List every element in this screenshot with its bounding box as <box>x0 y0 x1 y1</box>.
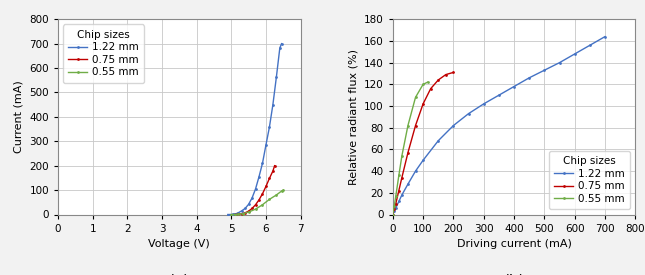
0.75 mm <box>241 211 249 215</box>
0.55 mm <box>231 213 239 216</box>
0.75 mm <box>442 73 450 76</box>
0.75 mm <box>434 78 442 82</box>
1.22 mm <box>434 139 442 142</box>
0.55 mm <box>272 193 280 197</box>
1.22 mm <box>419 159 427 162</box>
Y-axis label: Current (mA): Current (mA) <box>14 81 24 153</box>
0.75 mm <box>259 192 266 196</box>
1.22 mm <box>495 94 502 97</box>
0.75 mm <box>412 124 419 127</box>
1.22 mm <box>525 76 533 79</box>
1.22 mm <box>398 193 406 197</box>
0.55 mm <box>279 188 287 192</box>
0.55 mm <box>392 194 400 198</box>
0.75 mm <box>390 207 398 211</box>
1.22 mm <box>234 211 242 215</box>
1.22 mm <box>238 209 246 213</box>
0.55 mm <box>390 204 398 207</box>
Line: 1.22 mm: 1.22 mm <box>392 35 606 216</box>
0.75 mm <box>404 151 412 154</box>
0.75 mm <box>419 102 427 106</box>
1.22 mm <box>276 46 284 50</box>
0.75 mm <box>244 210 252 213</box>
1.22 mm <box>255 175 263 178</box>
1.22 mm <box>392 206 400 210</box>
1.22 mm <box>510 85 518 88</box>
1.22 mm <box>390 210 398 213</box>
0.55 mm <box>259 203 266 206</box>
0.55 mm <box>412 96 419 99</box>
1.22 mm <box>252 187 259 191</box>
0.75 mm <box>255 198 263 202</box>
Line: 0.75 mm: 0.75 mm <box>233 164 276 216</box>
0.75 mm <box>389 213 397 216</box>
0.75 mm <box>252 203 259 206</box>
1.22 mm <box>269 103 277 106</box>
Line: 1.22 mm: 1.22 mm <box>226 42 283 216</box>
0.55 mm <box>239 212 247 215</box>
0.75 mm <box>392 202 400 205</box>
0.55 mm <box>395 174 402 177</box>
0.55 mm <box>404 124 412 127</box>
0.75 mm <box>262 185 270 188</box>
0.75 mm <box>398 176 406 179</box>
0.75 mm <box>271 164 279 167</box>
0.55 mm <box>419 83 427 86</box>
1.22 mm <box>480 102 488 106</box>
1.22 mm <box>244 203 252 206</box>
1.22 mm <box>259 162 266 165</box>
1.22 mm <box>389 213 397 216</box>
1.22 mm <box>450 124 457 127</box>
1.22 mm <box>231 212 239 216</box>
1.22 mm <box>464 112 472 115</box>
0.75 mm <box>231 213 239 216</box>
Text: (b): (b) <box>503 273 525 275</box>
1.22 mm <box>404 183 412 186</box>
0.55 mm <box>244 210 252 214</box>
0.55 mm <box>389 213 397 216</box>
1.22 mm <box>272 76 280 79</box>
0.55 mm <box>278 189 286 193</box>
0.55 mm <box>228 213 235 216</box>
1.22 mm <box>229 213 237 216</box>
1.22 mm <box>412 169 419 173</box>
Y-axis label: Relative radiant flux (%): Relative radiant flux (%) <box>348 49 359 185</box>
1.22 mm <box>233 212 241 215</box>
X-axis label: Driving current (mA): Driving current (mA) <box>457 239 571 249</box>
1.22 mm <box>278 42 286 45</box>
0.75 mm <box>266 177 273 180</box>
Text: (a): (a) <box>169 273 190 275</box>
1.22 mm <box>266 125 273 129</box>
1.22 mm <box>541 68 548 72</box>
0.55 mm <box>234 213 242 216</box>
1.22 mm <box>241 207 249 210</box>
1.22 mm <box>586 44 593 47</box>
Legend: 1.22 mm, 0.75 mm, 0.55 mm: 1.22 mm, 0.75 mm, 0.55 mm <box>63 24 144 83</box>
Line: 0.55 mm: 0.55 mm <box>392 81 429 216</box>
1.22 mm <box>262 143 270 147</box>
0.75 mm <box>238 212 246 215</box>
1.22 mm <box>248 196 256 200</box>
0.75 mm <box>450 71 457 74</box>
0.75 mm <box>248 207 256 210</box>
0.75 mm <box>427 87 435 90</box>
Line: 0.55 mm: 0.55 mm <box>230 189 284 216</box>
1.22 mm <box>555 61 563 64</box>
1.22 mm <box>228 213 235 216</box>
Line: 0.75 mm: 0.75 mm <box>392 71 455 216</box>
0.55 mm <box>424 81 432 84</box>
1.22 mm <box>601 35 609 38</box>
0.75 mm <box>269 169 277 173</box>
1.22 mm <box>395 200 402 203</box>
1.22 mm <box>571 52 579 56</box>
0.75 mm <box>395 189 402 192</box>
0.55 mm <box>266 198 273 201</box>
1.22 mm <box>224 213 232 216</box>
0.75 mm <box>234 213 242 216</box>
0.55 mm <box>398 154 406 158</box>
Legend: 1.22 mm, 0.75 mm, 0.55 mm: 1.22 mm, 0.75 mm, 0.55 mm <box>549 151 630 209</box>
0.55 mm <box>252 207 259 211</box>
X-axis label: Voltage (V): Voltage (V) <box>148 239 210 249</box>
